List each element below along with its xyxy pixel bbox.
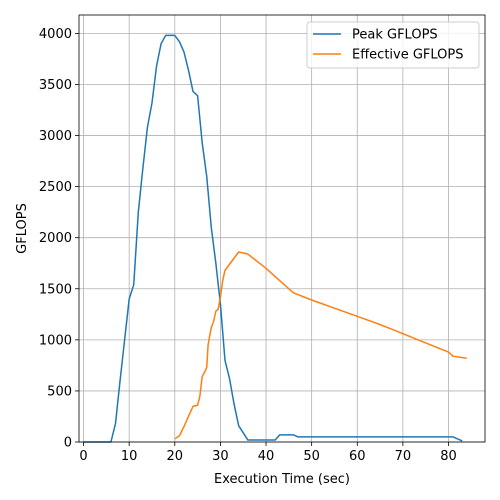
y-tick-label: 2000: [39, 231, 72, 246]
x-axis-label: Execution Time (sec): [214, 472, 350, 487]
legend-label-peak: Peak GFLOPS: [352, 28, 438, 43]
legend-label-effective: Effective GFLOPS: [352, 48, 464, 63]
series-line-0: [83, 34, 463, 443]
y-tick-label: 4000: [39, 27, 72, 42]
x-axis-ticks: 0 10 20 30 40 50 60 70 80: [79, 442, 457, 464]
x-tick-label: 80: [440, 449, 457, 464]
x-tick-label: 50: [303, 449, 320, 464]
y-axis-ticks: 0 500 1000 1500 2000 2500 3000 3500 4000: [39, 27, 79, 451]
series-line-1: [174, 251, 467, 440]
y-tick-label: 3000: [39, 129, 72, 144]
y-tick-label: 3500: [39, 78, 72, 93]
plot-frame: [78, 14, 486, 443]
legend: Peak GFLOPS Effective GFLOPS: [306, 21, 480, 69]
y-tick-label: 2500: [39, 180, 72, 195]
x-tick-label: 60: [349, 449, 366, 464]
y-tick-label: 0: [64, 436, 72, 451]
x-tick-label: 20: [167, 449, 184, 464]
y-axis-label: GFLOPS: [15, 203, 30, 254]
y-tick-label: 1500: [39, 282, 72, 297]
x-tick-label: 10: [121, 449, 138, 464]
x-tick-label: 70: [395, 449, 412, 464]
x-tick-label: 40: [258, 449, 275, 464]
x-tick-label: 0: [79, 449, 87, 464]
grid: [79, 15, 485, 443]
legend-box: [306, 21, 480, 69]
x-tick-label: 30: [212, 449, 229, 464]
y-tick-label: 500: [47, 384, 72, 399]
series-lines: [83, 34, 467, 443]
y-tick-label: 1000: [39, 333, 72, 348]
